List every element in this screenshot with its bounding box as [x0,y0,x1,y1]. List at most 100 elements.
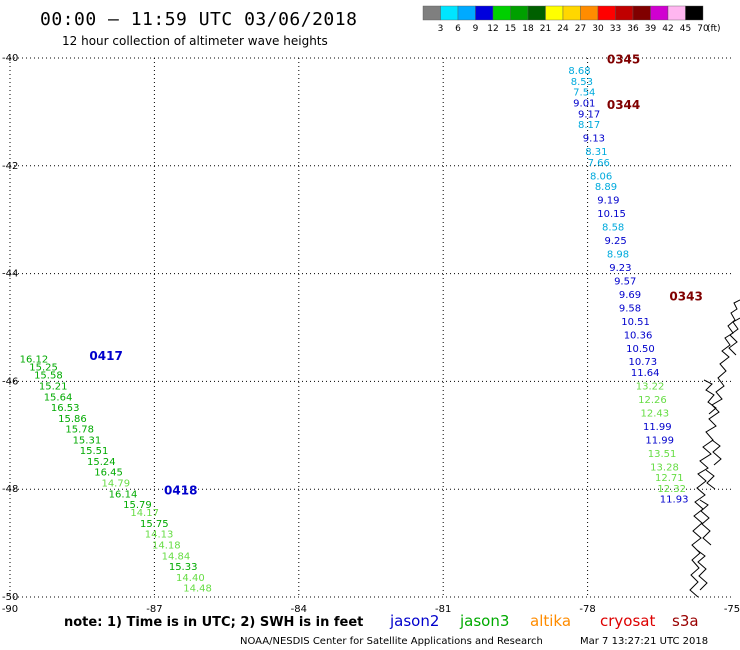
wave-height-value: 16.53 [51,403,80,414]
longitude-label: -87 [146,604,162,615]
satellite-legend-item: jason3 [459,612,509,630]
timestamp-text: Mar 7 13:27:21 UTC 2018 [580,636,708,647]
longitude-label: -75 [724,604,740,615]
colorbar-swatch [545,5,564,21]
wave-height-value: 10.50 [626,344,655,355]
satellite-legend-item: s3a [672,612,699,630]
wave-height-value: 14.17 [130,508,159,519]
wave-height-value: 10.73 [629,357,658,368]
colorbar-label: 27 [575,24,586,34]
wave-height-value: 9.25 [604,236,626,247]
wave-height-value: 11.64 [631,368,660,379]
wave-height-value: 8.31 [585,147,607,158]
colorbar-label: 45 [680,24,691,34]
altimeter-tracks: 8.688.537.549.019.178.17 9.13 8.317.66 8.06… [20,52,703,594]
wave-height-value: 12.71 [655,473,684,484]
wave-height-value: 14.18 [152,540,181,551]
wave-height-value: 15.25 [29,363,58,374]
wave-height-value: 8.68 [568,66,590,77]
colorbar-swatch [492,5,511,21]
wave-height-value: 8.98 [607,249,629,260]
colorbar-label: 39 [645,24,657,34]
pass-time-label: 0344 [607,98,640,112]
colorbar-swatch [650,5,669,21]
colorbar-swatch [632,5,651,21]
wave-height-value: 15.21 [39,381,68,392]
wave-height-value: 8.17 [578,120,600,131]
latitude-label: -46 [2,376,18,387]
colorbar-label: 18 [522,24,534,34]
latitude-label: -42 [2,161,18,172]
longitude-label: -84 [291,604,307,615]
wave-height-value: 8.06 [590,171,612,182]
colorbar-swatch [667,5,686,21]
wave-height-value: 14.79 [101,479,130,490]
credit-text: NOAA/NESDIS Center for Satellite Applica… [240,636,543,647]
wave-height-value: 15.24 [87,457,116,468]
wave-height-value: 10.51 [621,317,650,328]
wave-height-value: 15.79 [123,500,152,511]
wave-height-value: 9.58 [619,303,641,314]
wave-height-value: 7.54 [573,88,595,99]
latitude-label: -44 [2,269,18,280]
wave-height-value: 9.17 [578,109,600,120]
wave-height-value: 14.48 [183,584,212,595]
wave-height-value: 14.40 [176,573,205,584]
wave-height-value: 9.57 [614,276,636,287]
wave-height-value: 12.32 [657,484,686,495]
wave-height-value: 8.58 [602,222,624,233]
wave-height-value: 15.86 [58,414,87,425]
pass-time-label: 0345 [607,52,640,66]
colorbar-label: 42 [662,24,673,34]
units-note: note: 1) Time is in UTC; 2) SWH is in fe… [64,615,363,630]
satellite-legend-item: cryosat [600,612,655,630]
coastline [689,299,740,598]
colorbar-label: 15 [505,24,516,34]
colorbar-swatch [457,5,476,21]
pass-time-label: 0417 [89,349,122,363]
longitude-label: -81 [435,604,451,615]
wave-height-value: 11.99 [645,435,674,446]
pass-time-label: 0418 [164,484,197,498]
wave-height-value: 8.53 [571,77,593,88]
wave-height-value: 16.14 [109,489,138,500]
colorbar-label: 9 [473,24,479,34]
wave-height-value: 14.13 [145,530,174,541]
wave-height-value: 15.64 [44,392,73,403]
wave-height-value: 12.43 [641,408,670,419]
longitude-label: -78 [579,604,595,615]
map-title: 00:00 – 11:59 UTC 03/06/2018 [40,9,357,30]
wave-height-value: 12.26 [638,395,667,406]
colorbar-label: 24 [557,24,569,34]
colorbar-label: 21 [540,24,551,34]
colorbar-swatch [597,5,616,21]
wave-height-value: 8.89 [595,182,617,193]
wave-height-value: 15.51 [80,446,109,457]
latitude-label: -48 [2,484,18,495]
wave-height-value: 10.36 [624,330,653,341]
colorbar-label: 3 [438,24,444,34]
wave-height-value: 13.28 [650,462,679,473]
colorbar-swatch [562,5,581,21]
colorbar-swatch [475,5,494,21]
wave-height-colorbar: 3 6 9 12 15 18 21 24 27 30 33 36 39 42 45 70(ft) [422,5,721,34]
map-frame [9,57,732,598]
wave-height-value: 11.99 [643,422,672,433]
wave-height-value: 16.12 [20,355,49,366]
wave-height-value: 13.51 [648,449,677,460]
wave-height-value: 9.23 [609,263,631,274]
colorbar-label: 36 [627,24,639,34]
colorbar-swatch [685,5,704,21]
wave-height-value: 16.45 [94,468,123,479]
colorbar-swatch [440,5,459,21]
colorbar-swatch [422,5,441,21]
satellite-legend-item: jason2 [389,612,439,630]
colorbar-label: 6 [455,24,461,34]
wave-height-value: 14.84 [162,551,191,562]
wave-height-value: 13.22 [636,381,665,392]
colorbar-label: 33 [610,24,621,34]
wave-height-value: 15.33 [169,562,198,573]
wave-height-value: 9.19 [597,196,619,207]
